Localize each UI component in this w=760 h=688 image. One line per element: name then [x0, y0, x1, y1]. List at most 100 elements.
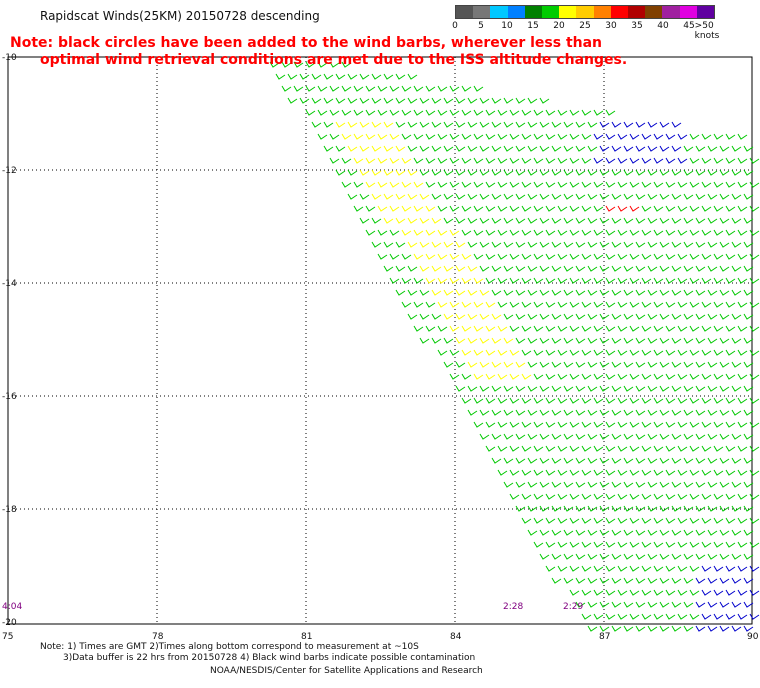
wind-barb — [521, 205, 532, 212]
wind-barb — [605, 589, 616, 596]
wind-barb — [647, 289, 658, 296]
wind-barb — [449, 133, 460, 140]
wind-barb — [467, 385, 478, 392]
scale-swatch — [593, 6, 611, 18]
wind-barb — [461, 157, 472, 164]
wind-barb — [449, 373, 460, 380]
wind-barb — [689, 205, 700, 212]
wind-barb — [749, 277, 760, 284]
wind-barb — [641, 253, 652, 260]
wind-barb — [467, 313, 478, 320]
wind-barb — [497, 229, 508, 236]
wind-barb — [581, 301, 592, 308]
wind-barb — [335, 145, 346, 152]
wind-barb — [551, 289, 562, 296]
wind-barb — [623, 169, 634, 176]
wind-barb — [443, 145, 454, 152]
wind-barb — [719, 337, 730, 344]
wind-barb — [593, 589, 604, 596]
wind-barb — [461, 397, 472, 404]
wind-barb — [503, 169, 514, 176]
wind-barb — [491, 313, 502, 320]
wind-barb — [419, 337, 430, 344]
wind-barb — [605, 205, 616, 212]
wind-barb — [623, 601, 634, 608]
wind-barb — [269, 61, 280, 68]
wind-barb — [713, 517, 724, 524]
wind-barb — [515, 145, 526, 152]
wind-barb — [545, 541, 556, 548]
wind-barb — [653, 421, 664, 428]
wind-barb — [443, 337, 454, 344]
wind-barb — [455, 313, 466, 320]
wind-barb — [707, 217, 718, 224]
wind-barb — [653, 565, 664, 572]
wind-barb — [329, 157, 340, 164]
wind-barb — [581, 229, 592, 236]
wind-barb — [683, 553, 694, 560]
wind-barb — [527, 241, 538, 248]
wind-barb — [677, 181, 688, 188]
wind-barb — [737, 205, 748, 212]
wind-barb — [509, 493, 520, 500]
wind-barb — [539, 217, 550, 224]
wind-barb — [743, 385, 754, 392]
wind-barb — [707, 145, 718, 152]
wind-barb — [635, 553, 646, 560]
wind-barb — [713, 133, 724, 140]
wind-barb — [491, 361, 502, 368]
wind-barb — [737, 517, 748, 524]
wind-barb — [737, 157, 748, 164]
wind-barb — [587, 121, 598, 128]
wind-barb — [545, 301, 556, 308]
wind-barb — [539, 241, 550, 248]
wind-barb — [623, 337, 634, 344]
wind-barb — [533, 421, 544, 428]
wind-barb — [683, 409, 694, 416]
wind-barb — [491, 193, 502, 200]
wind-barb — [731, 625, 742, 632]
wind-barb — [551, 145, 562, 152]
wind-barb — [455, 97, 466, 104]
wind-barb — [557, 109, 568, 116]
wind-barb — [593, 373, 604, 380]
wind-barb — [467, 289, 478, 296]
wind-barb — [731, 289, 742, 296]
wind-barb — [491, 457, 502, 464]
wind-barb — [659, 289, 670, 296]
wind-barb — [749, 469, 760, 476]
wind-barb — [635, 385, 646, 392]
wind-barb — [647, 529, 658, 536]
wind-barb — [563, 481, 574, 488]
wind-barb — [473, 229, 484, 236]
wind-barb — [743, 217, 754, 224]
wind-barb — [719, 361, 730, 368]
wind-barb — [503, 433, 514, 440]
wind-barb — [455, 217, 466, 224]
wind-barb — [671, 385, 682, 392]
wind-barb — [533, 157, 544, 164]
wind-barb — [593, 277, 604, 284]
wind-barb — [383, 265, 394, 272]
wind-barb — [539, 145, 550, 152]
wind-barb — [689, 373, 700, 380]
wind-barb — [635, 193, 646, 200]
wind-barb — [311, 97, 322, 104]
wind-barb — [563, 529, 574, 536]
wind-barb — [563, 145, 574, 152]
wind-barb — [449, 229, 460, 236]
wind-barb — [461, 373, 472, 380]
wind-barb — [611, 481, 622, 488]
wind-barb — [647, 577, 658, 584]
wind-barb — [587, 169, 598, 176]
wind-barb — [617, 445, 628, 452]
wind-barb — [749, 589, 760, 596]
wind-barb — [449, 349, 460, 356]
wind-barb — [647, 481, 658, 488]
wind-barb — [665, 157, 676, 164]
wind-barb — [695, 169, 706, 176]
wind-barb — [467, 217, 478, 224]
wind-barb — [503, 121, 514, 128]
wind-barb — [437, 229, 448, 236]
